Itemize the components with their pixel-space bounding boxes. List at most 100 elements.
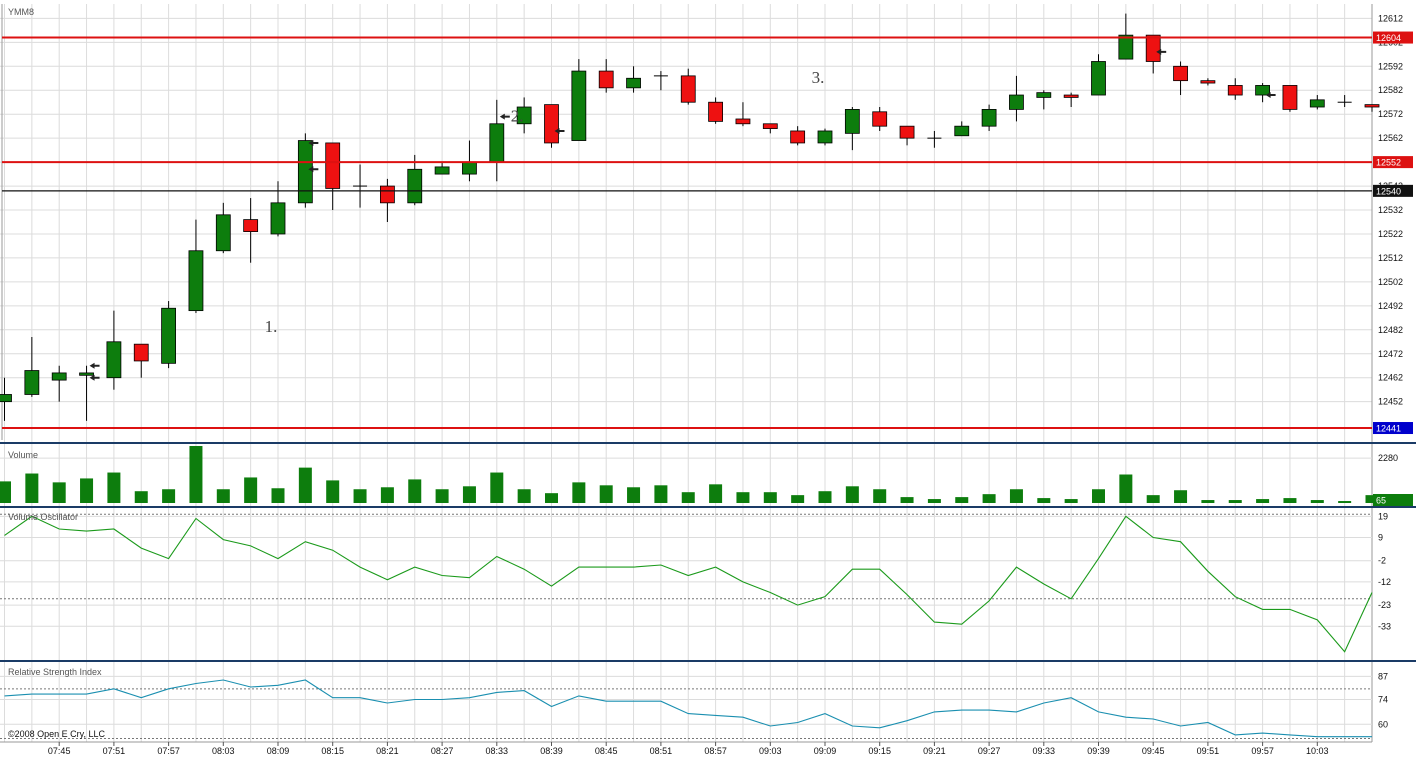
volume-panel: 2280 65 bbox=[0, 442, 1416, 506]
candle-body bbox=[626, 77, 641, 89]
chart-annotation: 2. bbox=[511, 106, 524, 125]
candle-body bbox=[215, 214, 231, 252]
volume-badge bbox=[1373, 494, 1413, 506]
volume-bar bbox=[900, 497, 914, 503]
candle bbox=[353, 164, 368, 208]
rsi-panel: 87 74 60 bbox=[0, 660, 1416, 739]
candle bbox=[24, 336, 40, 397]
candle bbox=[51, 365, 67, 402]
price-tick-label: 12492 bbox=[1378, 301, 1403, 311]
x-tick-label: 07:57 bbox=[157, 746, 180, 756]
candle bbox=[1063, 92, 1079, 108]
x-tick-label: 08:39 bbox=[540, 746, 563, 756]
volume-bar bbox=[791, 495, 805, 503]
candle bbox=[680, 68, 696, 105]
volume-oscillator-panel: 19 9 -2 -12 -23 -33 bbox=[0, 506, 1416, 653]
level-badge bbox=[1373, 31, 1413, 44]
fill-arrow-icon bbox=[89, 374, 100, 381]
candle bbox=[407, 154, 423, 206]
volume-bar bbox=[462, 486, 476, 503]
fill-arrow-icon bbox=[499, 113, 510, 120]
volume-panel-title: Volume bbox=[8, 450, 38, 460]
candle bbox=[1145, 34, 1161, 74]
x-tick-label: 08:33 bbox=[486, 746, 509, 756]
volume-bar bbox=[736, 492, 750, 503]
candle-body bbox=[1282, 85, 1298, 110]
candle-body bbox=[188, 250, 204, 312]
candle bbox=[762, 123, 778, 134]
candle-body bbox=[325, 142, 341, 189]
volume-bar bbox=[1119, 474, 1133, 503]
candle bbox=[270, 181, 286, 237]
candle-body bbox=[0, 394, 12, 403]
candle bbox=[1118, 13, 1134, 60]
volume-bar bbox=[654, 485, 668, 503]
volume-bar bbox=[271, 488, 285, 503]
volume-bar bbox=[1256, 499, 1270, 503]
candle-body bbox=[79, 372, 94, 376]
x-tick-label: 08:09 bbox=[267, 746, 290, 756]
candle bbox=[927, 130, 942, 148]
volume-bar bbox=[927, 499, 941, 503]
candle-body bbox=[270, 202, 286, 235]
price-tick-label: 12462 bbox=[1378, 373, 1403, 383]
candle-body bbox=[817, 130, 833, 144]
rsi-tick-label: 87 bbox=[1378, 671, 1388, 681]
price-tick-label: 12472 bbox=[1378, 349, 1403, 359]
candle bbox=[1282, 85, 1298, 112]
price-tick-label: 12612 bbox=[1378, 13, 1403, 23]
candle-body bbox=[571, 70, 587, 141]
volume-bar bbox=[681, 492, 695, 503]
volume-bar bbox=[244, 477, 258, 503]
x-tick-label: 09:15 bbox=[868, 746, 891, 756]
candle bbox=[844, 107, 860, 151]
price-tick-label: 12572 bbox=[1378, 109, 1403, 119]
candle bbox=[899, 125, 915, 146]
x-tick-label: 09:39 bbox=[1087, 746, 1110, 756]
candle bbox=[790, 126, 806, 146]
level-badge bbox=[1373, 422, 1413, 435]
candle-body bbox=[1364, 104, 1380, 108]
fill-arrow-icon bbox=[308, 139, 319, 146]
candle-body bbox=[407, 168, 423, 204]
candle-body bbox=[598, 70, 614, 89]
price-panel: 1261212602125921258212572125621255212542… bbox=[0, 4, 1413, 742]
candle bbox=[1364, 104, 1380, 112]
fill-arrow-icon bbox=[89, 362, 100, 369]
x-tick-label: 08:21 bbox=[376, 746, 399, 756]
volume-bar bbox=[545, 493, 558, 503]
indicator-line bbox=[4, 515, 1373, 653]
candle-body bbox=[24, 370, 40, 395]
candle-body bbox=[106, 341, 122, 379]
volume-bar bbox=[1174, 490, 1188, 503]
price-tick-label: 12562 bbox=[1378, 133, 1403, 143]
price-tick-label: 12582 bbox=[1378, 85, 1403, 95]
volume-bar bbox=[627, 487, 641, 503]
candle-body bbox=[708, 101, 723, 122]
candle-body bbox=[954, 125, 970, 137]
candle bbox=[1091, 54, 1106, 96]
fill-arrow-icon bbox=[554, 127, 565, 134]
candle-body bbox=[462, 161, 477, 175]
candle-body bbox=[735, 118, 751, 125]
level-badge bbox=[1373, 184, 1413, 197]
x-tick-label: 08:27 bbox=[431, 746, 454, 756]
volume-badge-label: 65 bbox=[1376, 496, 1386, 506]
candle bbox=[188, 219, 204, 314]
candle bbox=[161, 301, 177, 369]
candle-body bbox=[680, 75, 696, 103]
candle-body bbox=[1227, 85, 1243, 96]
price-tick-label: 12452 bbox=[1378, 397, 1403, 407]
volume-bar bbox=[435, 489, 449, 503]
volume-bar bbox=[326, 480, 340, 503]
candle-body bbox=[899, 125, 915, 139]
candle-body bbox=[161, 307, 177, 364]
oscillator-tick-label: -12 bbox=[1378, 577, 1391, 587]
volume-bar bbox=[162, 489, 176, 503]
candle bbox=[133, 343, 149, 378]
candle-body bbox=[489, 123, 505, 163]
chart-annotation: 3. bbox=[812, 68, 825, 87]
x-tick-label: 08:57 bbox=[704, 746, 727, 756]
candle-body bbox=[790, 130, 806, 144]
